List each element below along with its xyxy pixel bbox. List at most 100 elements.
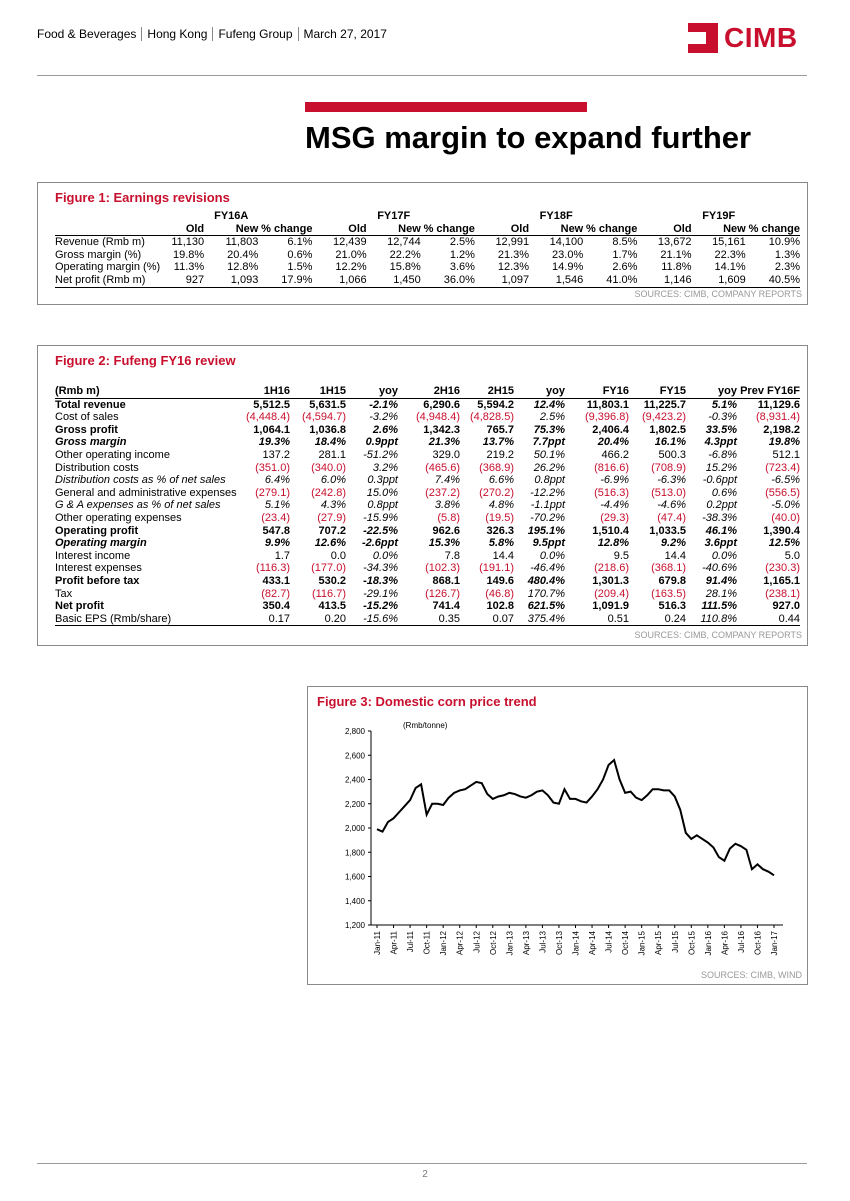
column-header: 2H15 [460, 385, 514, 399]
table-row: Other operating expenses (23.4) (27.9) -15.… [55, 512, 800, 525]
cell: 110.8% [686, 612, 737, 627]
cell: (177.0) [311, 562, 346, 575]
source: SOURCES: CIMB, WIND [700, 970, 802, 980]
cell: 0.35 [398, 612, 460, 627]
cell: (27.9) [317, 511, 346, 524]
cell: -46.4% [530, 562, 565, 575]
cell: 868.1 [432, 574, 460, 587]
cell: (513.0) [651, 486, 686, 499]
cell: (279.1) [255, 486, 290, 499]
cell: 281.1 [318, 448, 346, 461]
y-tick-label: 1,200 [345, 921, 366, 930]
cell: -5.0% [771, 499, 800, 512]
cell: 679.8 [658, 574, 686, 587]
column-header: 1H15 [290, 385, 346, 399]
cell: (23.4) [261, 511, 290, 524]
x-tick-label: Apr-16 [720, 930, 729, 955]
column-header: New [691, 222, 746, 237]
cell: 0.0% [539, 549, 565, 562]
column-header: Old [150, 222, 205, 237]
cell: 11,803 [225, 236, 259, 249]
cell: 0.24 [629, 612, 686, 627]
cell: (4,828.5) [469, 411, 514, 424]
cell: 14.9% [552, 261, 584, 274]
cell: -12.2% [530, 486, 565, 499]
cell: 21.1% [660, 248, 692, 261]
cell: (40.0) [771, 511, 800, 524]
cell: 0.3ppt [367, 474, 398, 487]
cell: 621.5% [527, 600, 565, 613]
cell: (47.4) [657, 511, 686, 524]
cell: -6.5% [771, 474, 800, 487]
row-label: Operating margin (%) [55, 261, 161, 274]
row-label: Other operating expenses [55, 511, 182, 524]
cell: 413.5 [318, 600, 346, 613]
cell: 530.2 [318, 574, 346, 587]
cell: (82.7) [261, 587, 290, 600]
cell: 7.7ppt [532, 436, 565, 449]
x-tick-label: Apr-11 [390, 930, 399, 954]
cell: 21.0% [335, 248, 367, 261]
cell: 11,803.1 [586, 398, 629, 411]
cell: 927.0 [772, 600, 800, 613]
row-label: Distribution costs as % of net sales [55, 474, 226, 487]
cell: (270.2) [479, 486, 514, 499]
cell: -6.3% [657, 474, 686, 487]
cell: -3.2% [369, 411, 398, 424]
cell: 765.7 [486, 423, 514, 436]
footer-rule [37, 1163, 807, 1164]
column-header: Old [637, 222, 692, 237]
row-label: Cost of sales [55, 411, 119, 424]
table-row: G & A expenses as % of net sales 5.1% 4.3%… [55, 499, 800, 512]
column-header: 2H16 [398, 385, 460, 399]
cell: 40.5% [745, 273, 800, 288]
cell: 12,991 [495, 236, 530, 249]
review-table: (Rmb m) 1H16 1H15 yoy 2H16 2H15 yoy FY16 FY15 yoy… [55, 385, 800, 627]
cell: -40.6% [702, 562, 737, 575]
source: SOURCES: CIMB, COMPANY REPORTS [634, 289, 802, 299]
y-tick-label: 2,200 [345, 800, 366, 809]
cell: (237.2) [425, 486, 460, 499]
x-tick-label: Jul-15 [671, 930, 680, 952]
cell: -0.3% [708, 411, 737, 424]
page-number: 2 [422, 1169, 428, 1180]
cell: 17.9% [258, 273, 313, 288]
cell: 2.5% [539, 411, 565, 424]
column-header: % change [420, 222, 475, 237]
table-row: Gross profit 1,064.1 1,036.8 2.6% 1,342.3 765… [55, 424, 800, 437]
breadcrumb-item: March 27, 2017 [297, 27, 387, 41]
cell: 11.8% [661, 261, 692, 274]
table-row: Profit before tax 433.1 530.2 -18.3% 868.1 14… [55, 575, 800, 588]
cell: 500.3 [658, 448, 686, 461]
cell: (516.3) [594, 486, 629, 499]
cell: 7.8 [444, 549, 460, 562]
cell: 0.9ppt [365, 436, 398, 449]
row-label: Net profit [55, 600, 104, 613]
table-row: General and administrative expenses (279.… [55, 487, 800, 500]
cell: 9.9% [264, 537, 290, 550]
cell: -4.4% [600, 499, 629, 512]
source: SOURCES: CIMB, COMPANY REPORTS [634, 630, 802, 640]
cell: 707.2 [318, 524, 346, 537]
cell: 6.6% [488, 474, 514, 487]
cell: (723.4) [765, 461, 800, 474]
column-header: FY16 [565, 385, 629, 399]
cell: 46.1% [705, 524, 737, 537]
table-row: Revenue (Rmb m) 11,130 11,803 6.1% 12,439 12,… [55, 236, 800, 249]
table-row: Distribution costs as % of net sales 6.4%… [55, 474, 800, 487]
cell: 11,129.6 [757, 398, 800, 411]
x-tick-label: Oct-16 [753, 930, 762, 955]
logo-icon [688, 23, 718, 53]
column-header: (Rmb m) [55, 385, 245, 399]
cell: 3.2% [372, 461, 398, 474]
group-header: FY19F [702, 210, 736, 222]
cell: 5,631.5 [309, 398, 346, 411]
cell: 4.8% [488, 499, 514, 512]
cell: 20.4% [597, 436, 629, 449]
cell: 1,165.1 [763, 574, 800, 587]
cell: 13.7% [482, 436, 514, 449]
cell: -1.1ppt [530, 499, 565, 512]
cell: 170.7% [527, 587, 565, 600]
cell: 11,130 [171, 236, 205, 249]
cell: (368.1) [651, 562, 686, 575]
